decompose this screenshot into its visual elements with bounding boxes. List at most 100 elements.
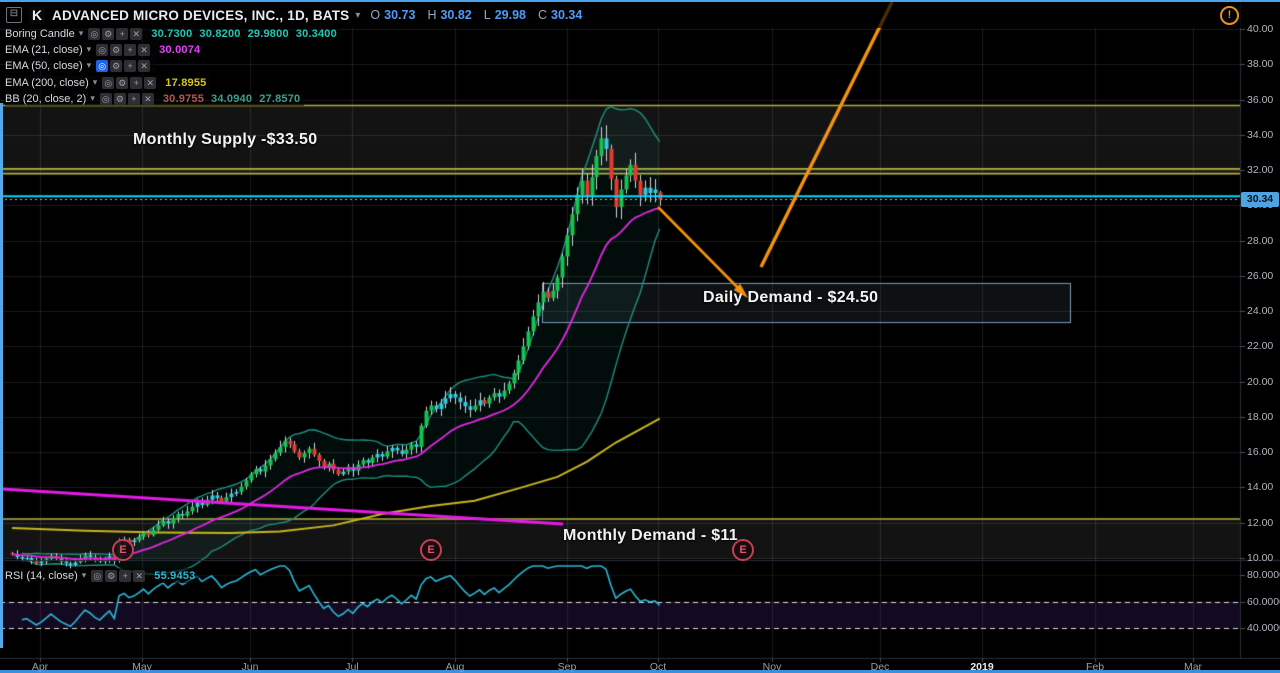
chevron-down-icon[interactable]: ▾ <box>86 44 92 54</box>
platform-logo-icon: K <box>29 6 45 24</box>
price-axis-label: 36.00 <box>1247 93 1274 106</box>
alert-info-icon[interactable]: ! <box>1220 6 1239 25</box>
legend-row-ema-200: EMA (200, close) ▾ ◎ ⚙ + ✕ 17.8955 <box>5 75 211 90</box>
price-axis-label: 32.00 <box>1247 164 1274 177</box>
supply-zone-label[interactable]: Monthly Supply -$33.50 <box>133 131 318 148</box>
indicator-value: 17.8955 <box>165 76 207 89</box>
ohlc-value: 29.98 <box>494 8 526 22</box>
ohlc-letter: L <box>483 8 491 22</box>
indicator-name[interactable]: EMA (200, close) <box>5 76 89 89</box>
ohlc-value: 30.73 <box>384 8 416 22</box>
indicator-value: 30.0074 <box>159 43 201 56</box>
price-axis-label: 26.00 <box>1247 269 1274 282</box>
settings-icon[interactable]: ⚙ <box>102 27 115 40</box>
chevron-down-icon[interactable]: ▾ <box>78 28 84 38</box>
settings-icon[interactable]: ⚙ <box>113 92 126 105</box>
settings-icon[interactable]: ⚙ <box>110 43 123 56</box>
visibility-icon[interactable]: ◎ <box>88 27 101 40</box>
price-axis-label: 18.00 <box>1247 410 1274 423</box>
settings-icon[interactable]: ⚙ <box>110 59 123 72</box>
add-icon[interactable]: + <box>127 92 140 105</box>
legend-row-ema-21: EMA (21, close) ▾ ◎ ⚙ + ✕ 30.0074 <box>5 42 205 57</box>
chevron-down-icon[interactable]: ▾ <box>86 60 92 70</box>
indicator-value: 30.3400 <box>295 27 337 40</box>
add-icon[interactable]: + <box>124 59 137 72</box>
close-icon[interactable]: ✕ <box>138 59 151 72</box>
close-icon[interactable]: ✕ <box>133 569 146 582</box>
close-icon[interactable]: ✕ <box>138 43 151 56</box>
monthly-demand-label[interactable]: Monthly Demand - $11 <box>563 527 738 544</box>
settings-icon[interactable]: ⚙ <box>116 76 129 89</box>
collapse-icon[interactable]: ⊟ <box>6 7 22 23</box>
close-icon[interactable]: ✕ <box>144 76 157 89</box>
daily-demand-label[interactable]: Daily Demand - $24.50 <box>703 289 879 306</box>
time-axis-label: Oct <box>649 661 667 673</box>
add-icon[interactable]: + <box>116 27 129 40</box>
rsi-axis-label: 40.0000 <box>1247 622 1280 635</box>
visibility-icon[interactable]: ◎ <box>91 569 104 582</box>
add-icon[interactable]: + <box>124 43 137 56</box>
indicator-value: 29.9800 <box>247 27 289 40</box>
indicator-name[interactable]: EMA (21, close) <box>5 43 83 56</box>
earnings-icon[interactable]: E <box>420 539 442 561</box>
time-axis-label: Feb <box>1085 661 1105 673</box>
chevron-down-icon[interactable]: ▾ <box>355 9 361 21</box>
time-axis-label: Jul <box>345 661 359 673</box>
price-axis-label: 40.00 <box>1247 23 1274 35</box>
price-axis-label: 14.00 <box>1247 481 1274 494</box>
price-axis-label: 10.00 <box>1247 552 1274 564</box>
chevron-down-icon[interactable]: ▾ <box>81 570 87 580</box>
legend-row-rsi-14: RSI (14, close) ▾ ◎ ⚙ + ✕ 55.9453 <box>5 568 200 583</box>
chevron-down-icon[interactable]: ▾ <box>92 77 98 87</box>
price-axis-label: 16.00 <box>1247 446 1274 459</box>
price-axis-label: 12.00 <box>1247 516 1274 529</box>
symbol-title[interactable]: ADVANCED MICRO DEVICES, INC., 1D, BATS <box>52 7 350 23</box>
time-axis-label: Apr <box>31 661 49 673</box>
window-border-top <box>0 0 1280 2</box>
price-axis-label: 22.00 <box>1247 340 1274 353</box>
time-axis-label: Sep <box>557 661 577 673</box>
indicator-name[interactable]: BB (20, close, 2) <box>5 92 87 105</box>
visibility-icon[interactable]: ◎ <box>99 92 112 105</box>
price-axis-label: 20.00 <box>1247 375 1274 388</box>
earnings-icon[interactable]: E <box>112 539 134 561</box>
visibility-icon[interactable]: ◎ <box>102 76 115 89</box>
indicator-value: 34.0940 <box>211 92 253 105</box>
price-axis-label: 24.00 <box>1247 305 1274 318</box>
visibility-icon[interactable]: ◎ <box>96 59 109 72</box>
add-icon[interactable]: + <box>130 76 143 89</box>
settings-icon[interactable]: ⚙ <box>105 569 118 582</box>
rsi-axis-label: 60.0000 <box>1247 595 1280 608</box>
indicator-value: 30.8200 <box>199 27 241 40</box>
add-icon[interactable]: + <box>119 569 132 582</box>
time-axis-label: 2019 <box>970 661 994 673</box>
legend-row-ema-50: EMA (50, close) ▾ ◎ ⚙ + ✕ <box>5 58 157 73</box>
ohlc-value: 30.82 <box>440 8 472 22</box>
indicator-name[interactable]: RSI (14, close) <box>5 569 78 582</box>
window-border-left <box>0 103 3 648</box>
last-price-badge: 30.34 <box>1241 192 1279 207</box>
indicator-name[interactable]: Boring Candle <box>5 27 75 40</box>
earnings-icon[interactable]: E <box>732 539 754 561</box>
time-axis-label: Jun <box>241 661 259 673</box>
time-axis-label: Nov <box>762 661 782 673</box>
ohlc-letter: C <box>537 8 548 22</box>
close-icon[interactable]: ✕ <box>141 92 154 105</box>
visibility-icon[interactable]: ◎ <box>96 43 109 56</box>
indicator-name[interactable]: EMA (50, close) <box>5 59 83 72</box>
window-border-bottom <box>0 670 1280 673</box>
time-axis-label: Mar <box>1183 661 1203 673</box>
ohlc-value: 30.34 <box>551 8 583 22</box>
close-icon[interactable]: ✕ <box>130 27 143 40</box>
chevron-down-icon[interactable]: ▾ <box>90 93 95 103</box>
legend-row-boring-candle: Boring Candle ▾ ◎ ⚙ + ✕ 30.7300 30.8200 29.9800 3… <box>5 26 341 41</box>
indicator-value: 30.7300 <box>151 27 193 40</box>
ohlc-letter: O <box>370 8 381 22</box>
ohlc-letter: H <box>427 8 437 22</box>
rsi-axis-label: 80.0000 <box>1247 569 1280 581</box>
price-axis-label: 34.00 <box>1247 128 1274 141</box>
time-axis-label: May <box>132 661 152 673</box>
indicator-value: 55.9453 <box>154 569 196 582</box>
